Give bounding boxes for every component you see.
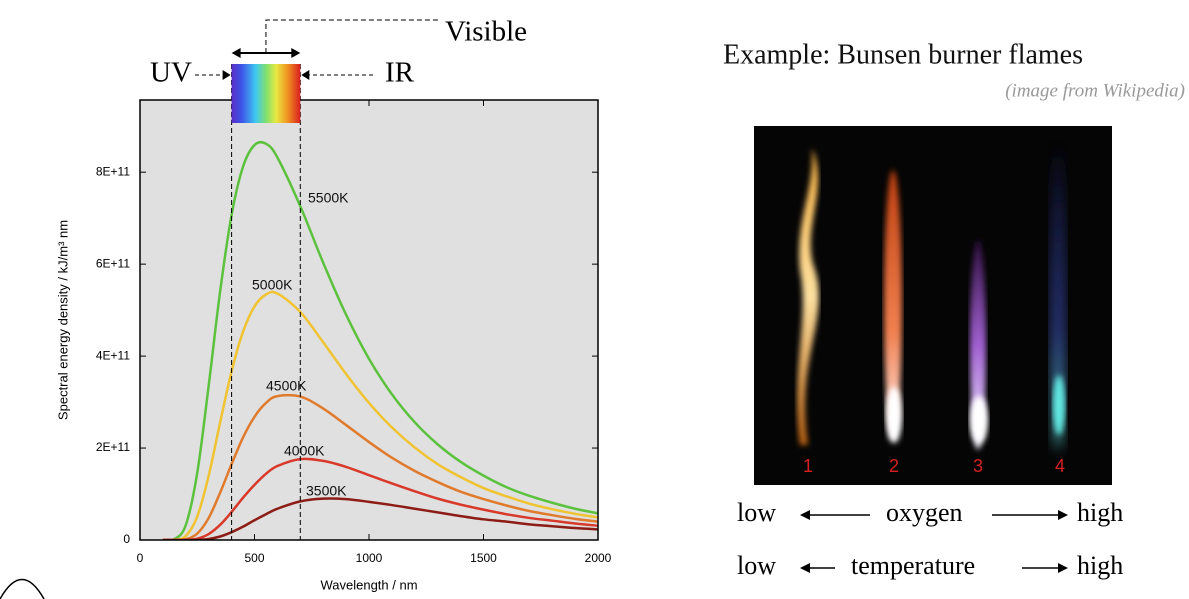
- y-tick-label: 0: [123, 532, 130, 546]
- x-tick-label: 2000: [585, 551, 612, 565]
- axes: 0 2E+11 4E+11 6E+11 8E+11 0 500 1000 1500 2000: [96, 100, 612, 565]
- y-tick-label: 4E+11: [96, 348, 130, 362]
- arrow-head: [1058, 510, 1068, 520]
- series-label: 3500K: [306, 483, 347, 499]
- arrow-head: [1058, 563, 1068, 573]
- series-label: 5500K: [308, 190, 349, 206]
- visible-label: Visible: [445, 16, 527, 48]
- scale-low: low: [737, 551, 776, 580]
- flame-photo: [754, 126, 1112, 485]
- x-tick-label: 1000: [356, 551, 383, 565]
- scale-high: high: [1077, 498, 1123, 527]
- visible-annotation: Visible UV IR: [150, 16, 527, 540]
- flame-number: 4: [1055, 456, 1065, 476]
- x-axis-title: Wavelength / nm: [320, 577, 417, 592]
- series-label: 4500K: [266, 378, 307, 394]
- scale-low: low: [737, 498, 776, 527]
- x-tick-label: 500: [244, 551, 264, 565]
- spectrum-bar: [231, 64, 301, 123]
- flame-labels: 1 2 3 4: [803, 456, 1065, 476]
- y-tick-label: 2E+11: [96, 440, 130, 454]
- y-tick-label: 6E+11: [96, 256, 130, 270]
- arrow-head: [222, 70, 231, 80]
- ir-label: IR: [385, 57, 415, 89]
- series-line: [162, 497, 598, 540]
- series-label: 5000K: [252, 277, 293, 293]
- x-tick-label: 1500: [470, 551, 497, 565]
- scale-label: temperature: [851, 551, 975, 580]
- uv-label: UV: [150, 57, 192, 89]
- image-source: (image from Wikipedia): [1005, 80, 1185, 101]
- series-line: [162, 290, 598, 540]
- visible-leader: [265, 19, 438, 53]
- arrow-head: [800, 563, 810, 573]
- series-line: [162, 140, 598, 540]
- arrow-head: [301, 70, 310, 80]
- corner-decoration: [0, 578, 45, 599]
- y-tick-label: 8E+11: [96, 164, 130, 178]
- plot-content: [162, 140, 598, 540]
- series-label: 4000K: [284, 443, 325, 459]
- scale-high: high: [1077, 551, 1123, 580]
- scales: low oxygen high low temperature high: [737, 498, 1123, 580]
- flame-number: 2: [889, 456, 899, 476]
- series-line: [162, 393, 598, 540]
- flame-number: 1: [803, 456, 813, 476]
- series-line: [162, 457, 598, 540]
- scale-label: oxygen: [886, 498, 963, 527]
- flame-number: 3: [973, 456, 983, 476]
- x-tick-label: 0: [137, 551, 144, 565]
- y-axis-title: Spectral energy density / kJ/m³ nm: [55, 220, 70, 420]
- arrow-head: [800, 510, 810, 520]
- example-title: Example: Bunsen burner flames: [723, 39, 1083, 70]
